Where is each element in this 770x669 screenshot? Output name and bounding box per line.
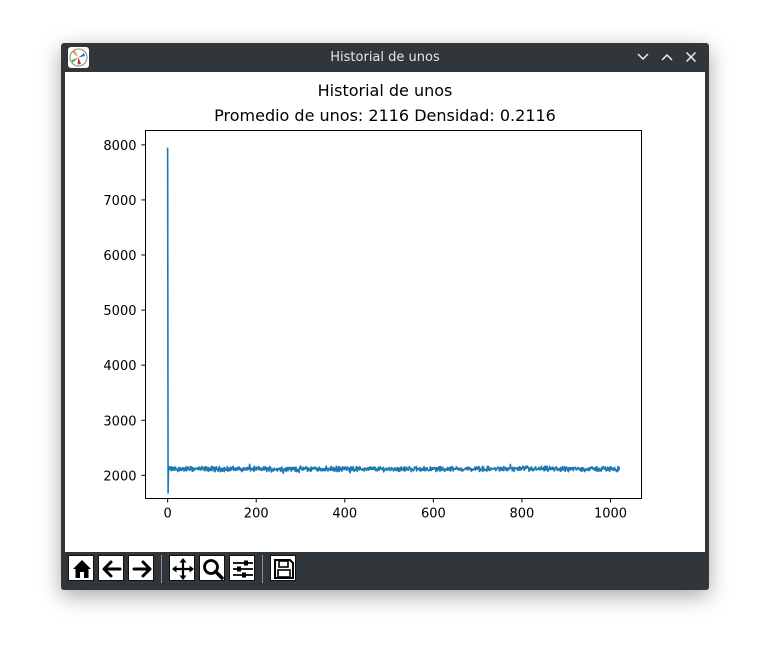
window-titlebar[interactable]: Historial de unos — [61, 43, 709, 72]
plot-window: Historial de unos Historial de unos Prom… — [61, 43, 709, 590]
navigation-toolbar — [65, 552, 705, 590]
y-tick-label: 3000 — [103, 414, 136, 429]
save-button[interactable] — [270, 555, 296, 581]
back-button[interactable] — [98, 555, 124, 581]
arrow-right-icon — [132, 560, 152, 578]
maximize-icon[interactable] — [659, 49, 675, 65]
x-tick-label: 400 — [332, 507, 357, 522]
y-tick-label: 6000 — [103, 249, 136, 264]
y-tick-label: 4000 — [103, 359, 136, 374]
configure-subplots-button[interactable] — [229, 555, 255, 581]
y-tick-label: 8000 — [103, 139, 136, 154]
magnifier-icon — [203, 559, 224, 580]
zoom-button[interactable] — [199, 555, 225, 581]
x-tick-label: 600 — [421, 507, 446, 522]
close-icon[interactable] — [683, 49, 699, 65]
x-tick-label: 800 — [510, 507, 535, 522]
pan-button[interactable] — [169, 555, 195, 581]
y-tick-label: 7000 — [103, 194, 136, 209]
home-icon — [73, 560, 91, 578]
home-button[interactable] — [68, 555, 94, 581]
y-tick-label: 5000 — [103, 304, 136, 319]
x-tick-label: 1000 — [594, 507, 627, 522]
axis-ticks: 0 200 400 600 800 1000 2000 3000 4000 5000 6000 700… — [103, 139, 627, 522]
minimize-icon[interactable] — [635, 49, 651, 65]
series-line — [166, 147, 621, 494]
matplotlib-icon — [68, 47, 89, 68]
toolbar-separator — [161, 555, 162, 583]
figure-canvas[interactable]: Historial de unos Promedio de unos: 2116… — [65, 72, 705, 552]
y-tick-label: 2000 — [103, 469, 136, 484]
window-title: Historial de unos — [330, 50, 440, 65]
chart-title: Historial de unos — [318, 81, 453, 100]
arrow-left-icon — [102, 560, 122, 578]
chart-subtitle: Promedio de unos: 2116 Densidad: 0.2116 — [214, 106, 556, 125]
toolbar-separator — [262, 555, 263, 583]
floppy-disk-icon — [274, 559, 294, 579]
forward-button[interactable] — [128, 555, 154, 581]
x-tick-label: 200 — [244, 507, 269, 522]
x-tick-label: 0 — [164, 507, 172, 522]
plot-axes-frame — [145, 130, 642, 499]
line-chart: Historial de unos Promedio de unos: 2116… — [103, 81, 642, 522]
sliders-icon — [233, 560, 253, 578]
move-icon — [172, 558, 194, 580]
